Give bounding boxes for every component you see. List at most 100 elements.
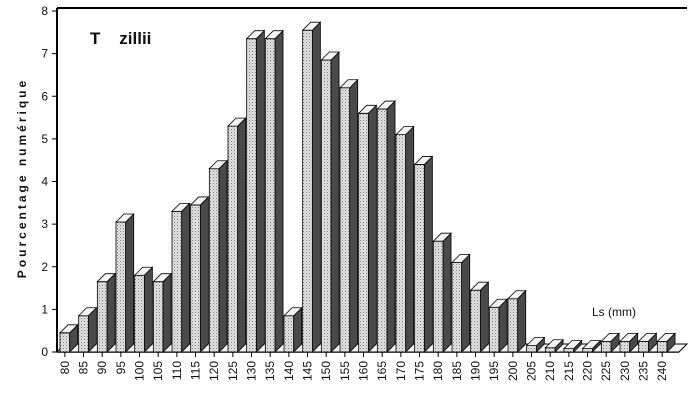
bar xyxy=(171,202,191,353)
x-tick-label: 100 xyxy=(133,361,147,381)
x-axis-ticks: 80 85 90 95 100 105 110 115 120 125 130 135 140 145 15… xyxy=(58,352,669,381)
bar-top xyxy=(96,273,117,283)
bar-face xyxy=(264,38,276,353)
bar xyxy=(208,159,229,353)
bar-face xyxy=(59,332,71,353)
x-tick-label: 240 xyxy=(655,361,669,381)
x-tick-label: 220 xyxy=(581,361,595,381)
bar xyxy=(488,298,509,353)
bar xyxy=(563,339,583,353)
bar xyxy=(283,306,303,353)
bar-face xyxy=(395,134,407,353)
x-tick-label: 235 xyxy=(637,361,651,381)
bar-top xyxy=(432,232,453,242)
bar-top xyxy=(525,337,546,347)
bar-face xyxy=(302,29,313,353)
x-tick-label: 140 xyxy=(282,361,296,381)
bar-side xyxy=(255,29,265,353)
bar xyxy=(525,336,546,353)
bar-top xyxy=(59,324,79,334)
x-unit-label: Ls (mm) xyxy=(592,305,636,319)
x-tick-label: 130 xyxy=(245,361,259,381)
bar-side xyxy=(274,29,284,353)
y-tick-label: 8 xyxy=(41,4,48,18)
bar xyxy=(656,332,677,353)
x-tick-label: 195 xyxy=(487,361,501,381)
chart-title: T zillii xyxy=(90,29,151,48)
bar-side xyxy=(162,272,172,353)
bar-side xyxy=(405,125,415,353)
bar-top xyxy=(637,332,658,342)
x-tick-label: 150 xyxy=(319,361,333,381)
bar-face xyxy=(656,340,668,353)
bar-top xyxy=(581,340,602,349)
bar xyxy=(320,51,341,353)
bar-face xyxy=(115,221,127,353)
bar-top xyxy=(469,281,490,291)
x-tick-label: 200 xyxy=(506,361,520,381)
x-tick-label: 125 xyxy=(226,361,240,381)
bar-top xyxy=(488,298,509,308)
bar-side xyxy=(461,253,471,353)
bar-face xyxy=(488,306,500,353)
bar xyxy=(637,332,658,353)
bar-side xyxy=(199,195,209,353)
bar-side xyxy=(218,159,228,353)
bar-side xyxy=(367,104,377,353)
bar-top xyxy=(208,160,229,170)
bar xyxy=(376,100,397,353)
bar-side xyxy=(442,232,452,353)
bar-side xyxy=(125,213,135,353)
bar xyxy=(301,21,322,353)
bar-side xyxy=(517,289,527,353)
x-tick-label: 210 xyxy=(543,361,557,381)
bar-side xyxy=(181,202,191,353)
bar-top xyxy=(133,266,154,276)
x-tick-label: 85 xyxy=(77,361,91,375)
bar xyxy=(264,29,285,353)
bar xyxy=(507,289,527,353)
bar-face xyxy=(283,315,295,353)
bar-side xyxy=(386,100,396,353)
bar-side xyxy=(237,117,247,353)
y-axis-ticks: 0 1 2 3 4 5 6 7 8 xyxy=(41,4,57,359)
y-tick-label: 4 xyxy=(41,175,48,189)
bar xyxy=(619,332,639,353)
y-tick-label: 7 xyxy=(41,47,48,61)
bar xyxy=(339,78,359,353)
bar-side xyxy=(143,266,153,353)
bar-face xyxy=(96,281,108,353)
bar xyxy=(59,323,79,353)
bar-top xyxy=(376,100,397,110)
bar-face xyxy=(134,274,145,353)
bar-face xyxy=(451,262,463,353)
bar-top xyxy=(320,51,341,61)
bar-face xyxy=(171,210,183,353)
x-tick-label: 155 xyxy=(338,361,352,381)
bar-top xyxy=(413,156,434,165)
bar-face xyxy=(507,298,519,353)
bar-face xyxy=(376,108,388,353)
x-tick-label: 215 xyxy=(562,361,576,381)
bar xyxy=(133,266,154,353)
y-axis-label: Pourcentage numérique xyxy=(15,78,29,278)
bar-top xyxy=(171,202,191,212)
x-tick-label: 95 xyxy=(114,361,128,375)
bar-top xyxy=(189,196,210,206)
bar-side xyxy=(330,51,340,353)
x-tick-label: 110 xyxy=(170,361,184,380)
x-tick-label: 230 xyxy=(618,361,632,381)
bar-face xyxy=(190,204,201,353)
bar-top xyxy=(115,213,135,223)
y-tick-label: 5 xyxy=(41,132,48,146)
bar-top xyxy=(227,117,247,127)
bar xyxy=(357,104,378,353)
x-tick-label: 145 xyxy=(301,361,315,381)
y-tick-label: 2 xyxy=(41,260,48,274)
y-tick-label: 6 xyxy=(41,89,48,103)
bar-side xyxy=(479,281,489,353)
bar-top xyxy=(357,104,378,114)
bar-top xyxy=(656,332,677,342)
bar-top xyxy=(395,126,415,136)
